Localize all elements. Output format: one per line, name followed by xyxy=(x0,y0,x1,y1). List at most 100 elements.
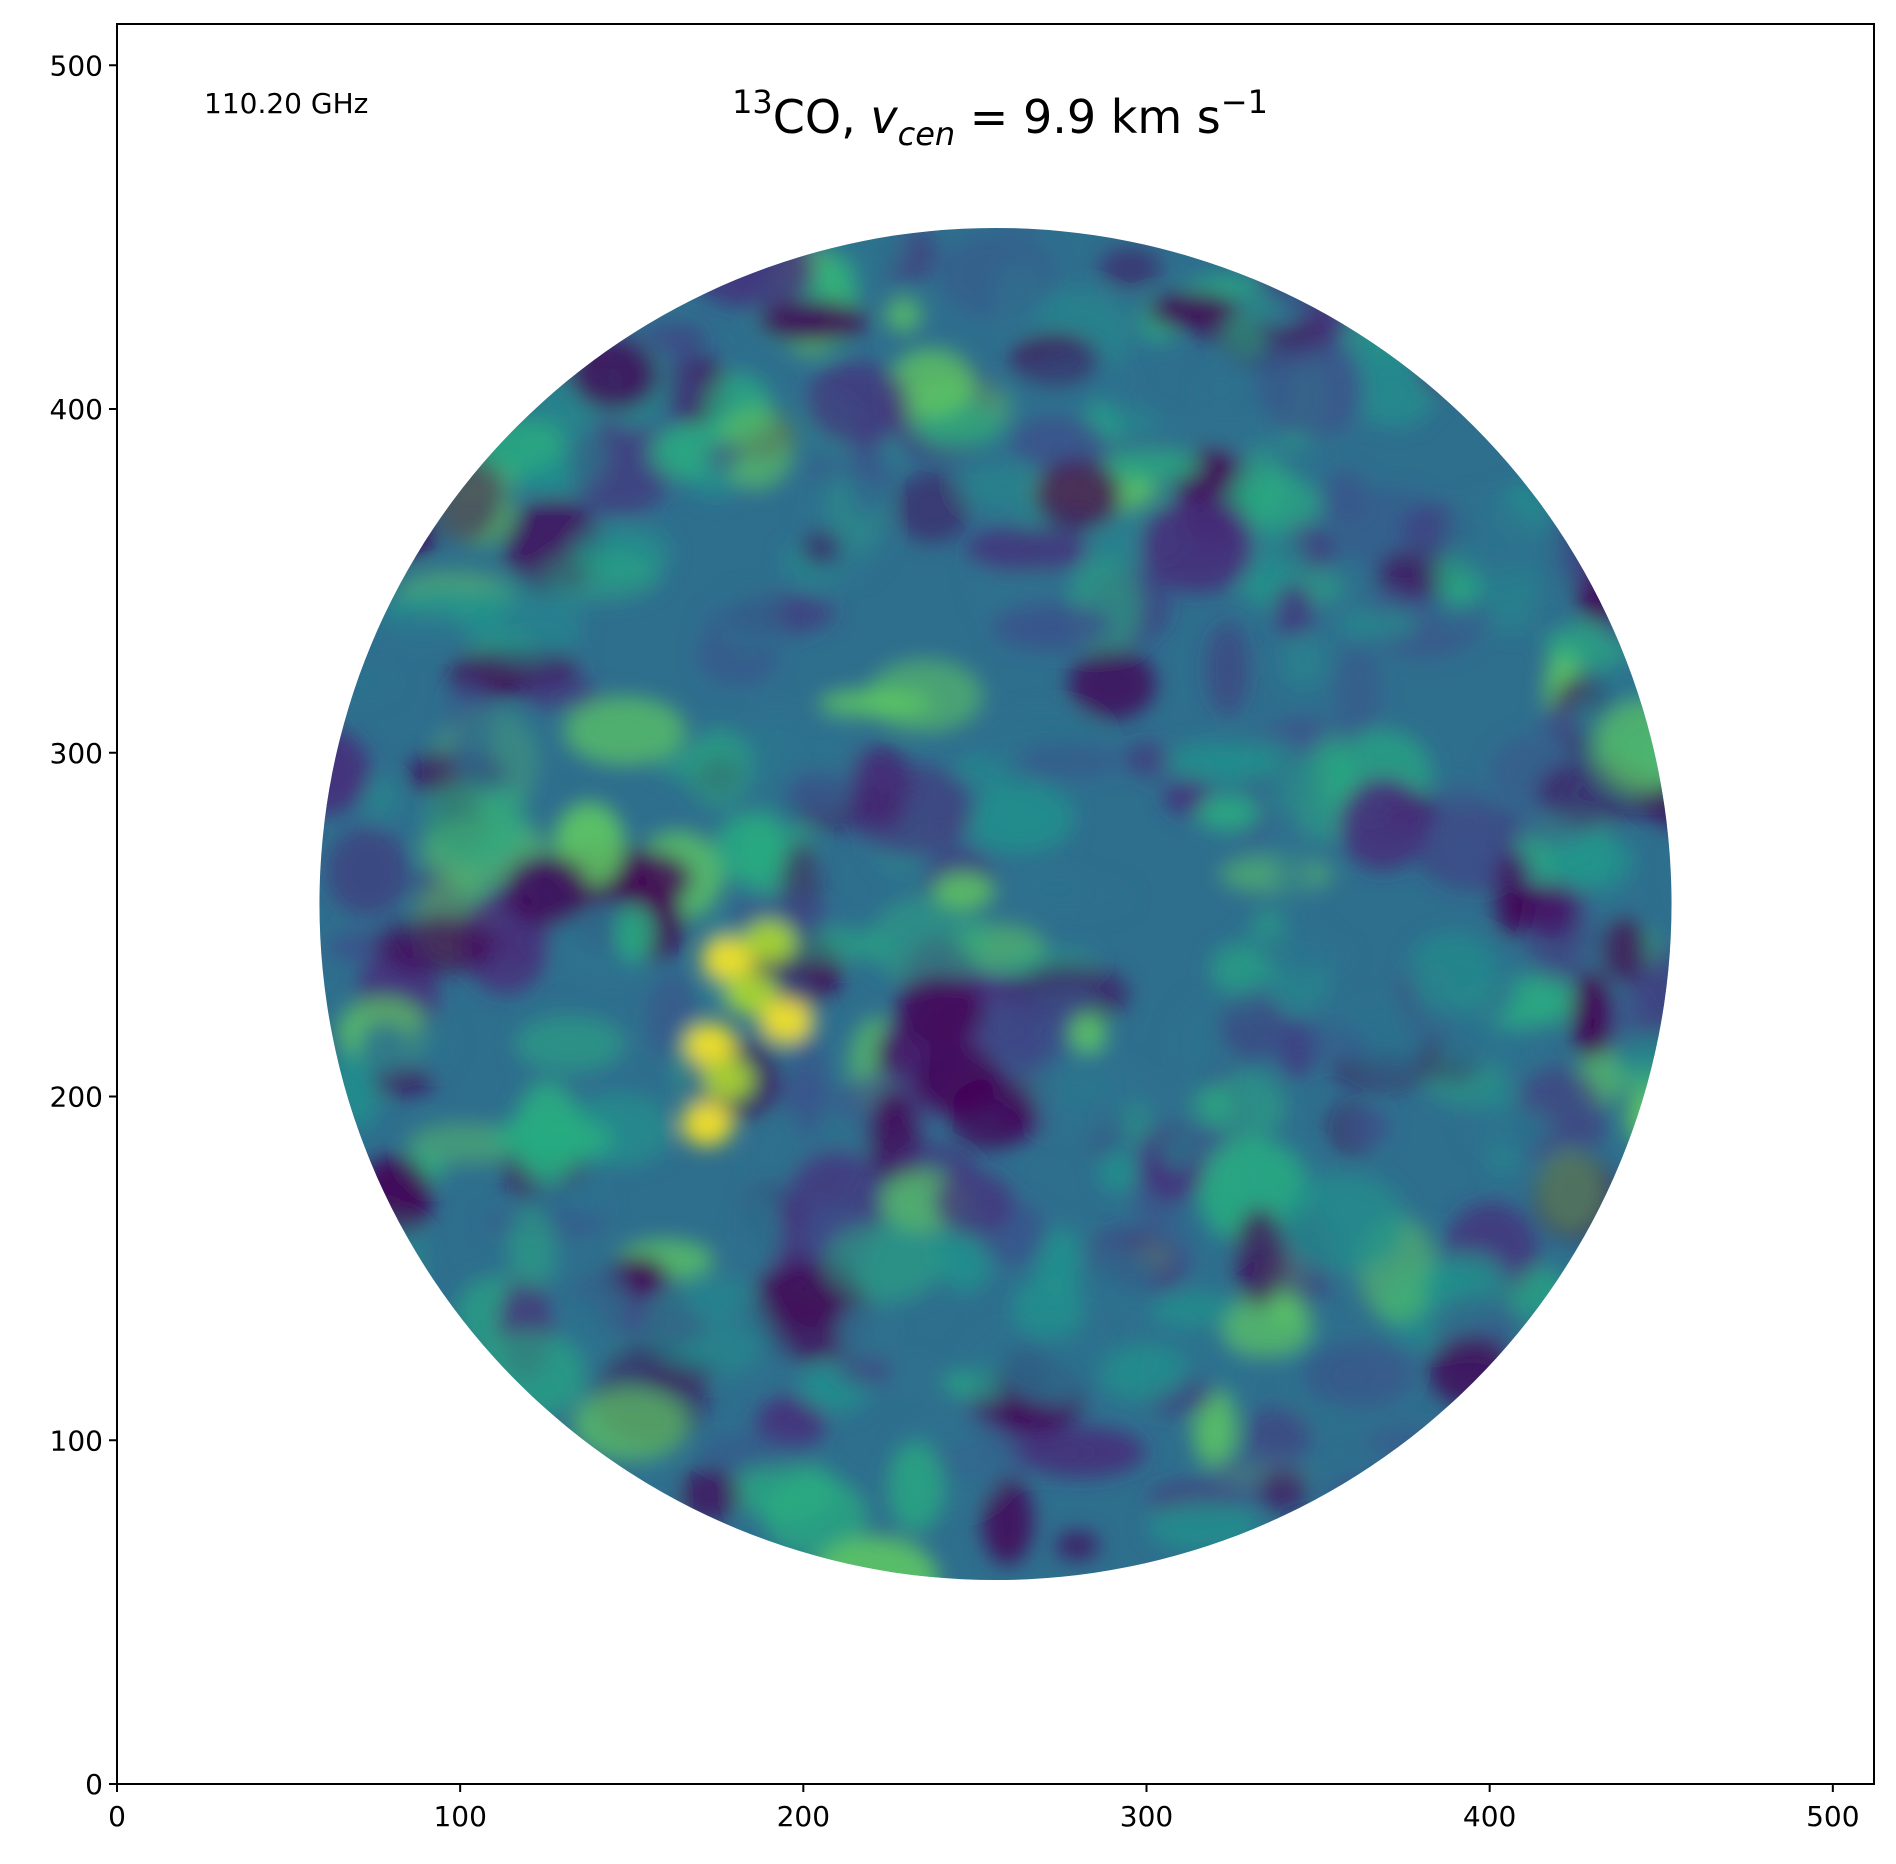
emission-blob xyxy=(1295,438,1333,493)
emission-blob xyxy=(811,1536,939,1581)
emission-blob xyxy=(836,1354,893,1388)
title-velocity-value: = 9.9 km s xyxy=(955,90,1221,144)
emission-blob xyxy=(1273,582,1315,638)
emission-blob xyxy=(805,361,910,446)
emission-blob xyxy=(1525,878,1594,981)
emission-blob xyxy=(932,872,995,910)
emission-blob xyxy=(643,261,695,294)
y-tick-label: 500 xyxy=(50,49,103,82)
emission-blob xyxy=(848,747,903,796)
emission-blob xyxy=(1436,1028,1534,1068)
emission-blob xyxy=(1338,609,1419,639)
emission-blob xyxy=(784,770,850,812)
emission-blob xyxy=(1426,783,1495,863)
emission-blob xyxy=(373,1068,436,1097)
emission-blob xyxy=(819,1113,883,1151)
emission-blob xyxy=(1035,1042,1130,1137)
emission-blob xyxy=(1098,1147,1138,1194)
emission-blob xyxy=(544,549,661,602)
emission-blob xyxy=(355,1156,433,1239)
emission-blob xyxy=(1123,741,1170,776)
heatmap-disk xyxy=(319,227,1672,1581)
emission-blob xyxy=(1339,777,1428,871)
emission-void xyxy=(1033,458,1122,531)
emission-blob xyxy=(424,777,528,865)
emission-blob xyxy=(889,348,974,417)
emission-blob xyxy=(1011,416,1106,469)
emission-blob xyxy=(1280,1172,1406,1274)
y-tick-label: 200 xyxy=(50,1081,103,1114)
title-isotope-sup: 13 xyxy=(732,83,773,121)
title-unit-sup: −1 xyxy=(1221,83,1268,121)
emission-blob xyxy=(1327,1478,1411,1513)
emission-blob xyxy=(734,1457,837,1522)
title-molecule: CO, xyxy=(773,90,871,144)
emission-blob xyxy=(638,1467,675,1530)
emission-blob xyxy=(358,1022,412,1074)
emission-blob xyxy=(993,260,1047,341)
emission-blob xyxy=(1350,344,1439,428)
emission-blob xyxy=(740,1190,784,1273)
emission-blob xyxy=(844,227,904,277)
emission-blob xyxy=(877,1359,938,1391)
emission-blob xyxy=(693,466,736,500)
emission-blob xyxy=(837,1304,893,1359)
emission-blob xyxy=(1300,236,1358,344)
emission-blob xyxy=(520,675,601,712)
emission-peak xyxy=(760,998,813,1043)
emission-blob xyxy=(894,471,971,544)
emission-blob xyxy=(1157,1129,1202,1171)
emission-blob xyxy=(1191,1085,1234,1125)
emission-blob xyxy=(1224,328,1266,358)
emission-blob xyxy=(1505,1266,1577,1358)
emission-blob xyxy=(1167,415,1292,448)
emission-blob xyxy=(370,516,436,558)
emission-blob xyxy=(1256,341,1364,438)
title-velocity-sub: cen xyxy=(898,115,956,153)
emission-blob xyxy=(1147,292,1239,329)
emission-blob xyxy=(473,1330,585,1421)
emission-blob xyxy=(1445,494,1537,581)
emission-blob xyxy=(887,1441,944,1533)
emission-blob xyxy=(1242,1406,1312,1466)
emission-blob xyxy=(698,1431,821,1473)
x-tick-label: 300 xyxy=(1120,1800,1173,1833)
emission-blob xyxy=(1272,813,1314,919)
emission-blob xyxy=(866,659,983,733)
emission-blob xyxy=(1237,921,1330,960)
emission-blob xyxy=(1280,633,1327,689)
emission-blob xyxy=(1017,1426,1146,1478)
emission-blob xyxy=(1336,259,1426,361)
emission-blob xyxy=(645,1275,773,1379)
emission-blob xyxy=(1600,610,1672,644)
emission-blob xyxy=(1492,851,1530,940)
emission-blob xyxy=(966,526,1089,573)
emission-void xyxy=(502,854,590,927)
y-tick-label: 100 xyxy=(50,1424,103,1457)
x-tick-label: 100 xyxy=(433,1800,486,1833)
emission-peak xyxy=(701,1057,754,1102)
emission-blob xyxy=(1593,699,1672,793)
emission-blob xyxy=(1035,880,1133,915)
emission-blob xyxy=(493,1113,612,1166)
emission-blob xyxy=(377,611,466,647)
emission-blob xyxy=(932,1170,1014,1236)
emission-blob xyxy=(978,992,1071,1070)
emission-void xyxy=(1428,1335,1517,1408)
emission-blob xyxy=(997,227,1043,229)
emission-blob xyxy=(411,1015,454,1069)
emission-blob xyxy=(1335,643,1381,742)
emission-blob xyxy=(1346,1109,1389,1145)
emission-void xyxy=(896,974,985,1047)
chart-title: 13CO, vcen = 9.9 km s−1 xyxy=(732,83,1268,153)
emission-blob xyxy=(823,1222,943,1303)
emission-blob xyxy=(1205,621,1250,716)
emission-blob xyxy=(869,895,989,988)
emission-blob xyxy=(705,439,743,474)
emission-blob xyxy=(1543,621,1650,668)
emission-peak xyxy=(725,971,778,1016)
emission-peak xyxy=(743,919,795,964)
emission-peak xyxy=(684,1022,737,1067)
emission-blob xyxy=(1318,470,1368,523)
